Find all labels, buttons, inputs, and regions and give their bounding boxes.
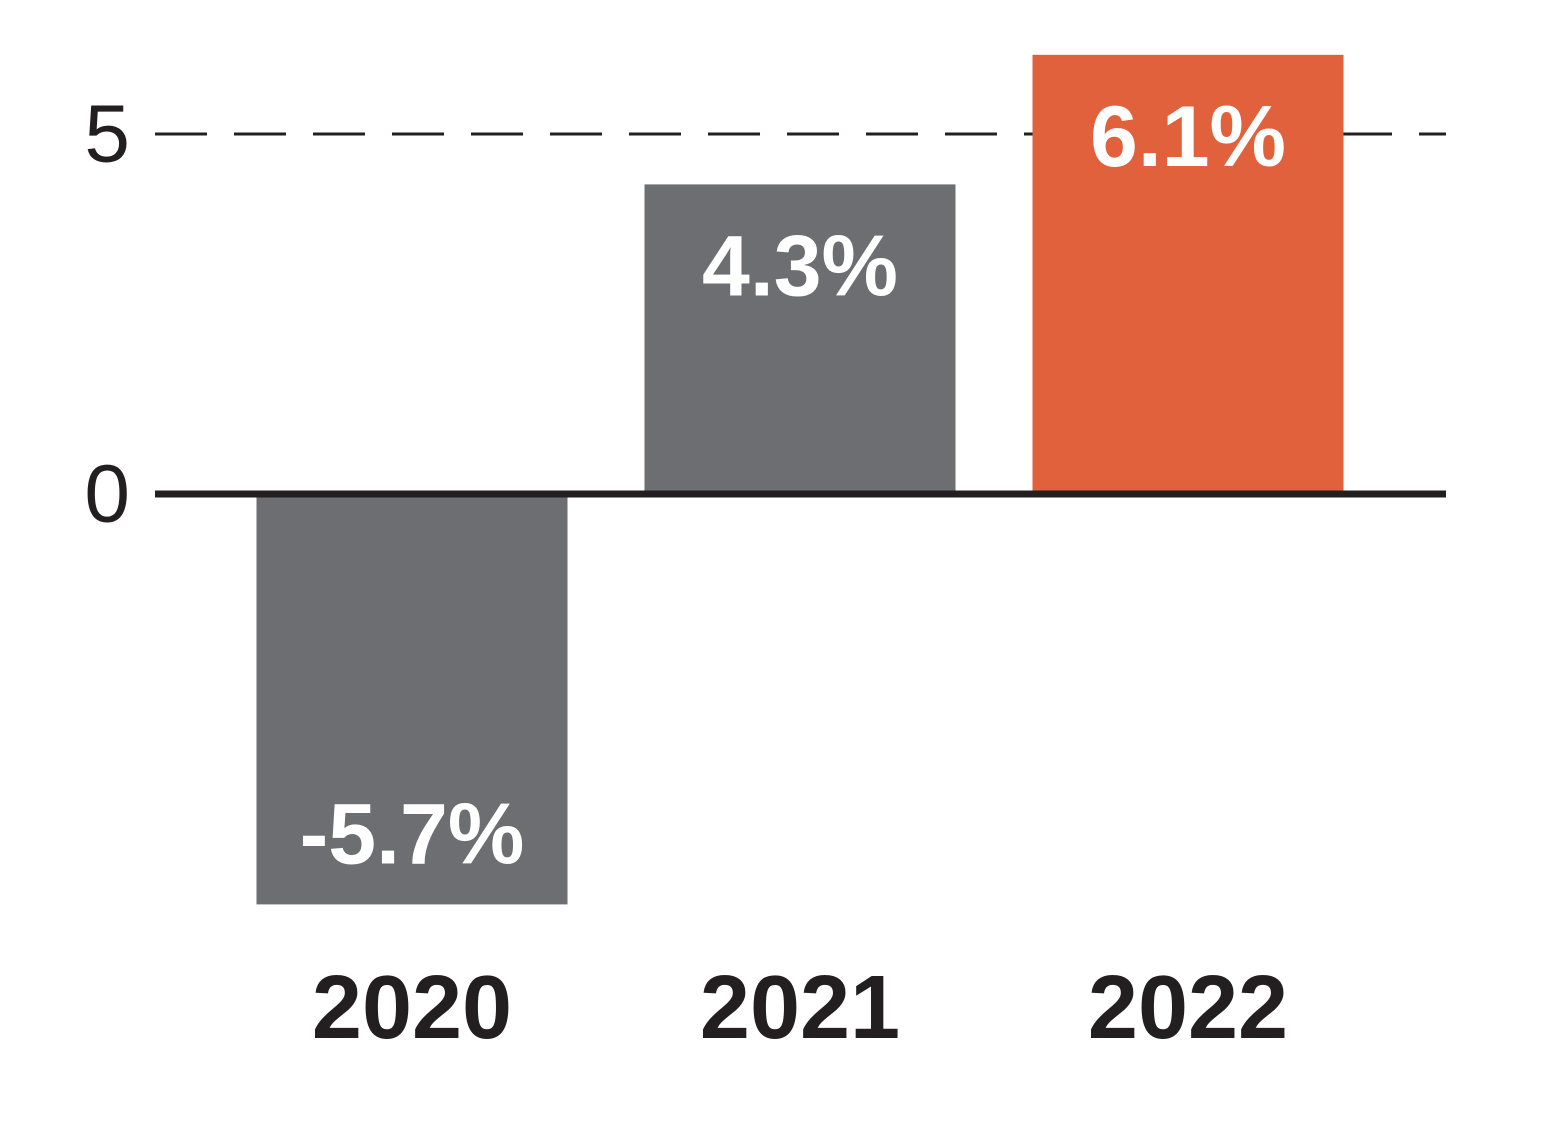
data-label-2022: 6.1%	[1090, 89, 1286, 185]
data-label-2021: 4.3%	[702, 218, 898, 314]
bar-2022	[1032, 54, 1344, 495]
bars	[256, 54, 1344, 905]
bar-2021	[644, 184, 956, 494]
y-tick-label-5: 5	[84, 89, 130, 180]
bar-2020	[256, 494, 568, 905]
x-category-label-2020: 2020	[312, 958, 512, 1058]
x-category-label-2022: 2022	[1088, 958, 1288, 1058]
y-tick-label-0: 0	[84, 449, 130, 540]
x-category-label-2021: 2021	[700, 958, 900, 1058]
data-label-2020: -5.7%	[300, 786, 525, 882]
labels: 0 5 -5.7% 4.3% 6.1% 2020 2021 2022	[84, 89, 1288, 1059]
